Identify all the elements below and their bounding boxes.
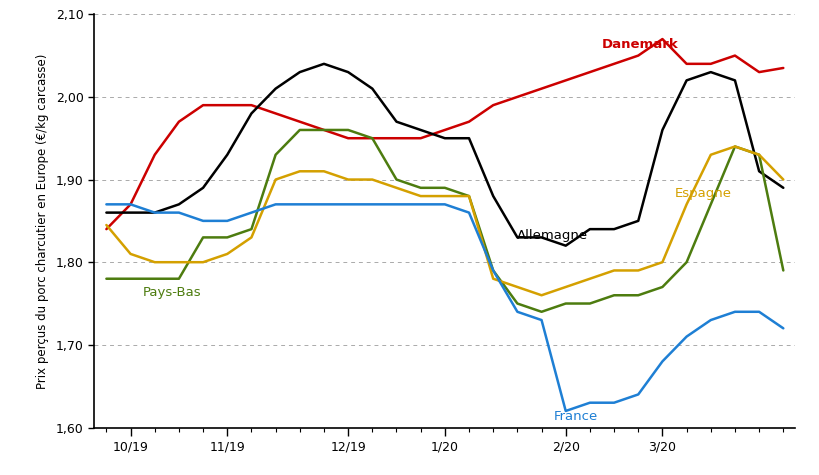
Text: Pays-Bas: Pays-Bas [143,286,201,299]
Text: Allemagne: Allemagne [517,228,588,242]
Text: France: France [553,410,597,423]
Text: Espagne: Espagne [674,187,731,200]
Y-axis label: Prix perçus du porc charcutier en Europe (€/kg carcasse): Prix perçus du porc charcutier en Europe… [36,53,49,389]
Text: Danemark: Danemark [601,38,678,51]
